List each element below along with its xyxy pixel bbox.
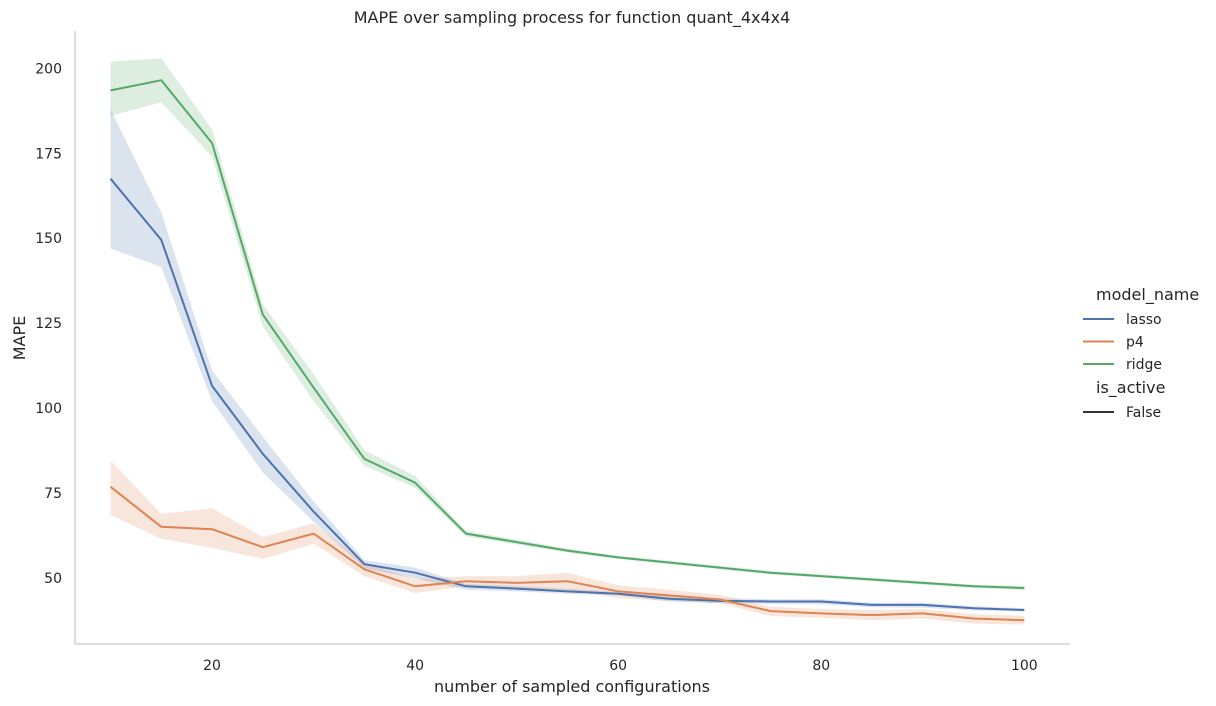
legend: model_name lasso p4 ridge is_active False xyxy=(1083,285,1199,421)
x-tick-label: 60 xyxy=(609,658,627,674)
legend-style-items: False xyxy=(1083,405,1161,421)
series-lines xyxy=(109,79,1025,622)
legend-style-label: False xyxy=(1126,405,1161,421)
legend-label-lasso: lasso xyxy=(1126,312,1162,328)
y-tick-label: 175 xyxy=(35,146,62,162)
series-line-ridge xyxy=(110,79,1025,589)
series-line-lasso xyxy=(109,178,1025,611)
y-tick-label: 125 xyxy=(35,316,62,332)
y-tick-label: 150 xyxy=(35,231,62,247)
confidence-band-ridge xyxy=(110,58,1025,590)
confidence-bands xyxy=(110,58,1025,625)
x-tick-label: 40 xyxy=(406,658,424,674)
legend-hue-title: model_name xyxy=(1096,285,1199,305)
series-line-p4 xyxy=(109,486,1025,622)
y-tick-label: 200 xyxy=(35,61,62,77)
x-tick-label: 80 xyxy=(812,658,830,674)
x-tick-label: 100 xyxy=(1011,658,1038,674)
chart-title: MAPE over sampling process for function … xyxy=(354,8,791,28)
legend-label-p4: p4 xyxy=(1126,335,1144,351)
legend-label-ridge: ridge xyxy=(1126,357,1162,373)
legend-style-title: is_active xyxy=(1096,378,1165,398)
x-axis-label: number of sampled configurations xyxy=(434,677,710,696)
confidence-band-p4 xyxy=(110,460,1025,625)
y-tick-label: 75 xyxy=(44,486,62,502)
y-axis-ticks: 50 75 100 125 150 175 200 xyxy=(35,61,62,586)
legend-items: lasso p4 ridge xyxy=(1083,312,1162,373)
y-tick-label: 100 xyxy=(35,401,62,417)
x-axis-ticks: 20 40 60 80 100 xyxy=(203,658,1038,674)
x-tick-label: 20 xyxy=(203,658,221,674)
y-tick-label: 50 xyxy=(44,571,62,587)
y-axis-label: MAPE xyxy=(10,316,29,361)
